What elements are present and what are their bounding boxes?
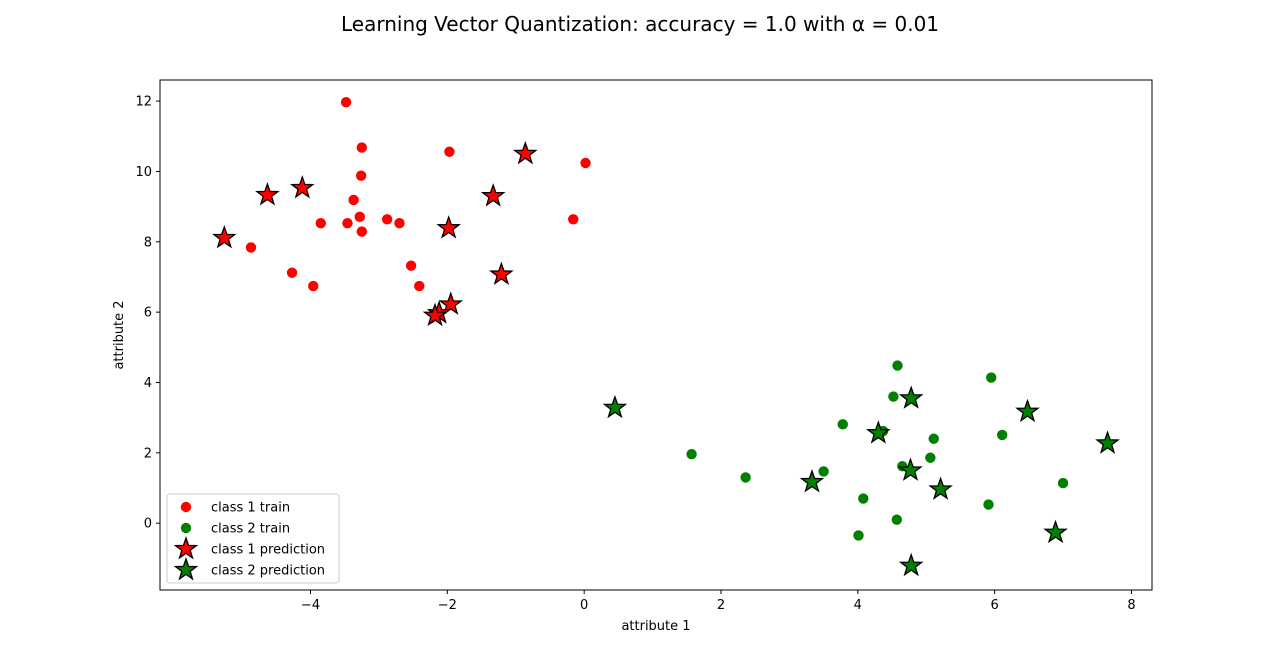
class-2-train-point xyxy=(1057,477,1069,489)
class-1-train-point xyxy=(568,214,579,225)
class-1-prediction-point xyxy=(422,302,448,327)
class-2-train-point xyxy=(925,452,936,463)
legend-marker-class-2-prediction xyxy=(173,557,199,581)
class-2-prediction-point xyxy=(1095,430,1120,454)
legend: class 1 train class 2 train class 1 predic… xyxy=(166,493,340,584)
class-2-train-point xyxy=(983,499,994,510)
class-1-train-point xyxy=(308,280,319,292)
legend-marker-class-2-train xyxy=(180,522,192,534)
y-tick-label: 10 xyxy=(135,165,152,180)
class-2-prediction-point xyxy=(898,385,924,409)
class-1-train-point xyxy=(414,280,425,292)
class-1-train-point xyxy=(286,267,298,278)
class-1-prediction-point xyxy=(489,261,514,286)
legend-label-class-2-prediction: class 2 prediction xyxy=(211,564,325,579)
class-1-prediction-point xyxy=(480,183,506,207)
class-2-prediction-point xyxy=(898,457,923,481)
class-1-prediction-point xyxy=(289,175,315,199)
class-1-train-point xyxy=(394,217,405,229)
x-axis-ticks: −4 −2 0 2 4 6 8 xyxy=(301,590,1136,613)
y-tick-label: 6 xyxy=(144,306,152,321)
legend-marker-class-1-train xyxy=(180,501,192,513)
x-tick-label: 6 xyxy=(991,598,999,613)
y-axis-label: attribute 2 xyxy=(112,300,127,369)
class-1-train-point xyxy=(340,96,352,108)
y-tick-label: 0 xyxy=(144,517,152,532)
class-2-train-point xyxy=(837,419,848,430)
class-1-train-point xyxy=(580,157,591,169)
class-1-train-point xyxy=(315,217,326,229)
class-1-train-point xyxy=(245,242,257,253)
class-1-prediction-point xyxy=(438,291,464,315)
class-2-train-point xyxy=(853,530,864,541)
class-1-prediction-point xyxy=(512,140,538,165)
x-tick-label: −2 xyxy=(438,598,457,613)
legend-label-class-2-train: class 2 train xyxy=(211,522,290,537)
class-1-train-point xyxy=(381,214,393,225)
class-2-train-point xyxy=(928,433,939,444)
x-tick-label: −4 xyxy=(301,598,320,613)
class-2-prediction-point xyxy=(898,552,924,577)
x-tick-label: 0 xyxy=(580,598,588,613)
class-1-train-point xyxy=(356,226,368,237)
class-2-train-point xyxy=(888,391,899,402)
class-2-prediction-point xyxy=(602,394,628,419)
class-1-prediction-point xyxy=(211,224,237,249)
class-2-train-point xyxy=(996,429,1008,441)
class-2-train-point xyxy=(740,472,751,483)
class-2-train-point xyxy=(858,493,869,504)
x-tick-label: 8 xyxy=(1127,598,1135,613)
class-2-train-point xyxy=(686,449,697,460)
legend-label-class-1-train: class 1 train xyxy=(211,501,290,516)
class-2-prediction-point xyxy=(1015,398,1040,423)
class-1-train-point xyxy=(348,194,359,206)
data-marks xyxy=(211,96,1120,577)
x-tick-label: 2 xyxy=(717,598,725,613)
class-1-train-point xyxy=(356,142,368,153)
class-2-train-point xyxy=(818,466,829,477)
class-1-train-point xyxy=(342,217,353,229)
chart-title: Learning Vector Quantization: accuracy =… xyxy=(341,12,939,36)
class-2-train-point xyxy=(892,360,903,371)
class-1-train-point xyxy=(354,211,365,223)
class-2-prediction-point xyxy=(1043,519,1068,544)
y-tick-label: 8 xyxy=(144,235,152,250)
y-axis-ticks: 0 2 4 6 8 10 12 xyxy=(135,95,160,532)
class-1-prediction-point xyxy=(436,215,462,239)
class-1-prediction-point xyxy=(255,182,280,206)
class-2-prediction-point xyxy=(928,476,953,500)
class-1-train-point xyxy=(355,170,367,181)
class-1-train-point xyxy=(444,146,455,157)
class-2-train-point xyxy=(986,372,997,383)
y-tick-label: 4 xyxy=(144,376,152,391)
class-2-train-point xyxy=(891,514,903,525)
x-axis-label: attribute 1 xyxy=(621,619,690,634)
legend-marker-class-1-prediction xyxy=(173,536,199,560)
x-tick-label: 4 xyxy=(854,598,862,613)
class-2-prediction-point xyxy=(865,420,891,444)
y-tick-label: 12 xyxy=(135,95,152,110)
legend-label-class-1-prediction: class 1 prediction xyxy=(211,543,325,558)
legend-box xyxy=(166,493,340,584)
y-tick-label: 2 xyxy=(144,446,152,461)
class-2-prediction-point xyxy=(799,469,825,493)
plot-frame xyxy=(159,79,1153,591)
class-1-train-point xyxy=(405,260,417,271)
